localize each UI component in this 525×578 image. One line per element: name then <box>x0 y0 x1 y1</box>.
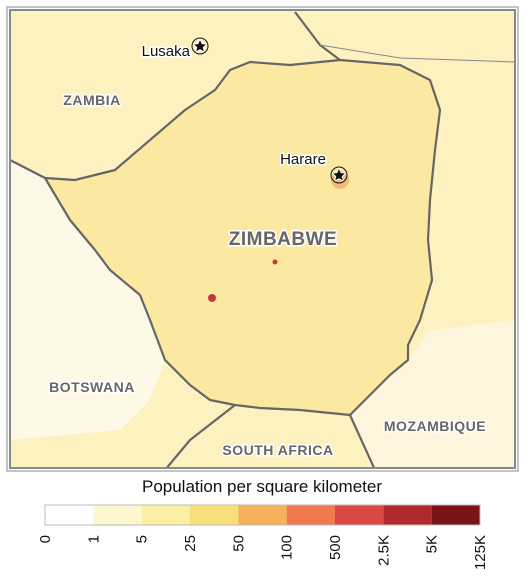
legend-swatch <box>335 505 384 525</box>
legend-swatch <box>190 505 239 525</box>
legend-tick-label: 100 <box>279 535 296 560</box>
map: Lusaka Harare ZAMBIA ZIMBABWE BOTSWANA S… <box>10 10 515 468</box>
settlement <box>272 259 278 265</box>
capital-ring <box>330 166 348 184</box>
country-label: SOUTH AFRICA <box>222 442 333 458</box>
legend-swatch <box>286 505 335 525</box>
legend-swatch <box>238 505 287 525</box>
zimbabwe-area <box>45 60 440 415</box>
capital-star <box>330 166 348 183</box>
legend: 0 1 5 25 50 100 500 2.5K 5K 125K <box>37 504 489 570</box>
map-frame <box>6 6 519 472</box>
city-label: Harare <box>280 151 326 168</box>
legend-tick-label: 125K <box>472 535 489 570</box>
legend-tick-label: 5 <box>134 535 151 543</box>
settlement <box>208 294 216 302</box>
legend-swatch <box>45 505 94 525</box>
border <box>319 44 515 63</box>
legend-tick-label: 50 <box>230 535 247 552</box>
mozambique-area <box>350 320 515 468</box>
country-label: MOZAMBIQUE <box>384 418 486 434</box>
legend-swatch <box>383 505 432 525</box>
legend-tick-label: 1 <box>85 535 102 543</box>
legend-tick-label: 25 <box>182 535 199 552</box>
legend-tick-label: 0 <box>37 535 54 543</box>
legend-outline <box>44 504 481 526</box>
botswana-area <box>10 160 165 440</box>
country-label: ZAMBIA <box>63 92 120 108</box>
border <box>10 58 442 417</box>
legend-title: Population per square kilometer <box>142 477 382 496</box>
country-label: ZIMBABWE <box>229 229 337 250</box>
legend-swatch <box>93 505 142 525</box>
legend-tick-label: 5K <box>424 535 441 553</box>
city-label: Lusaka <box>142 43 191 60</box>
country-label: BOTSWANA <box>49 379 135 395</box>
legend-swatch <box>141 505 190 525</box>
map-frame <box>9 9 516 469</box>
capital-star <box>191 37 209 54</box>
legend-tick-label: 2.5K <box>375 535 392 566</box>
capital-ring <box>191 37 209 55</box>
legend-tick-label: 500 <box>327 535 344 560</box>
legend-swatch <box>431 505 480 525</box>
